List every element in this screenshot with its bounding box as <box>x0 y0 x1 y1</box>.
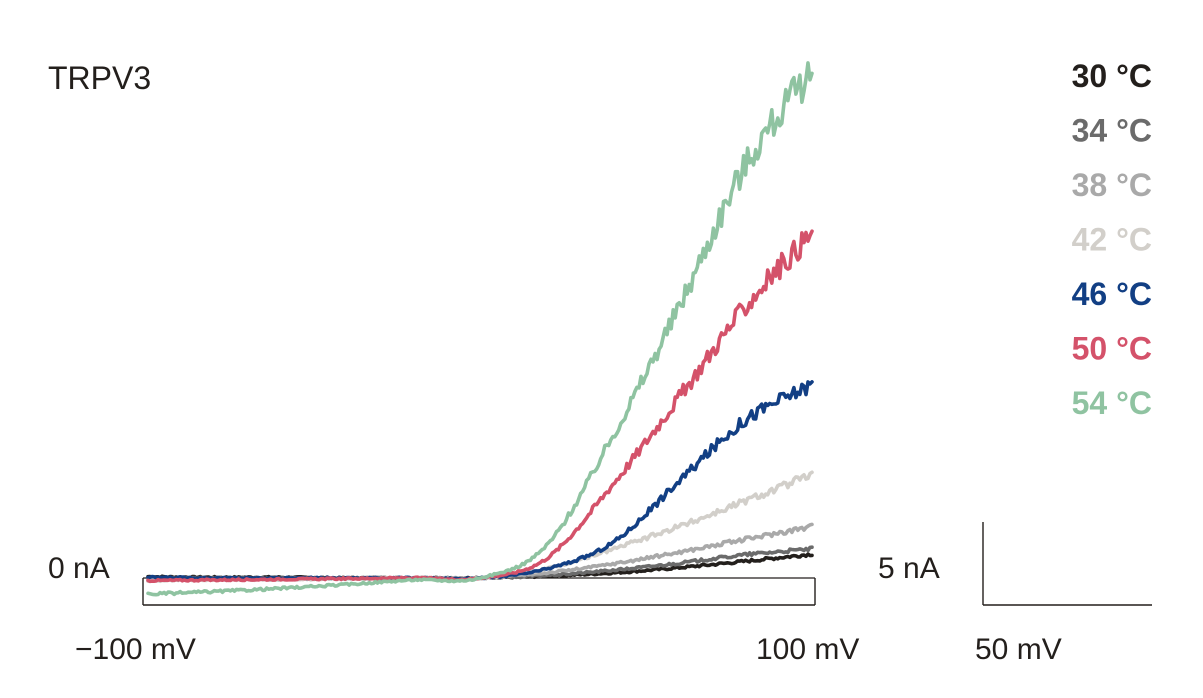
series-line-54c <box>146 61 814 597</box>
series-line-50c <box>146 229 814 584</box>
legend-item-38c: 38 °C <box>1072 167 1152 203</box>
scale-bar-y-label: 5 nA <box>878 552 940 585</box>
legend-item-30c: 30 °C <box>1072 58 1152 94</box>
y-zero-label: 0 nA <box>48 552 110 585</box>
series-lines <box>146 61 814 597</box>
x-tick-label-max: 100 mV <box>756 633 859 666</box>
legend: 30 °C 34 °C 38 °C 42 °C 46 °C 50 °C 54 °C <box>1072 58 1152 421</box>
series-line-38c <box>146 522 814 583</box>
legend-item-54c: 54 °C <box>1072 385 1152 421</box>
scale-bar: 5 nA 50 mV <box>878 522 1152 666</box>
x-tick-label-min: −100 mV <box>75 633 196 666</box>
legend-item-50c: 50 °C <box>1072 331 1152 367</box>
legend-item-46c: 46 °C <box>1072 276 1152 312</box>
series-line-46c <box>146 380 814 582</box>
chart-title: TRPV3 <box>48 60 151 96</box>
legend-item-42c: 42 °C <box>1072 222 1152 258</box>
scale-bar-x-label: 50 mV <box>975 633 1062 666</box>
legend-item-34c: 34 °C <box>1072 113 1152 149</box>
